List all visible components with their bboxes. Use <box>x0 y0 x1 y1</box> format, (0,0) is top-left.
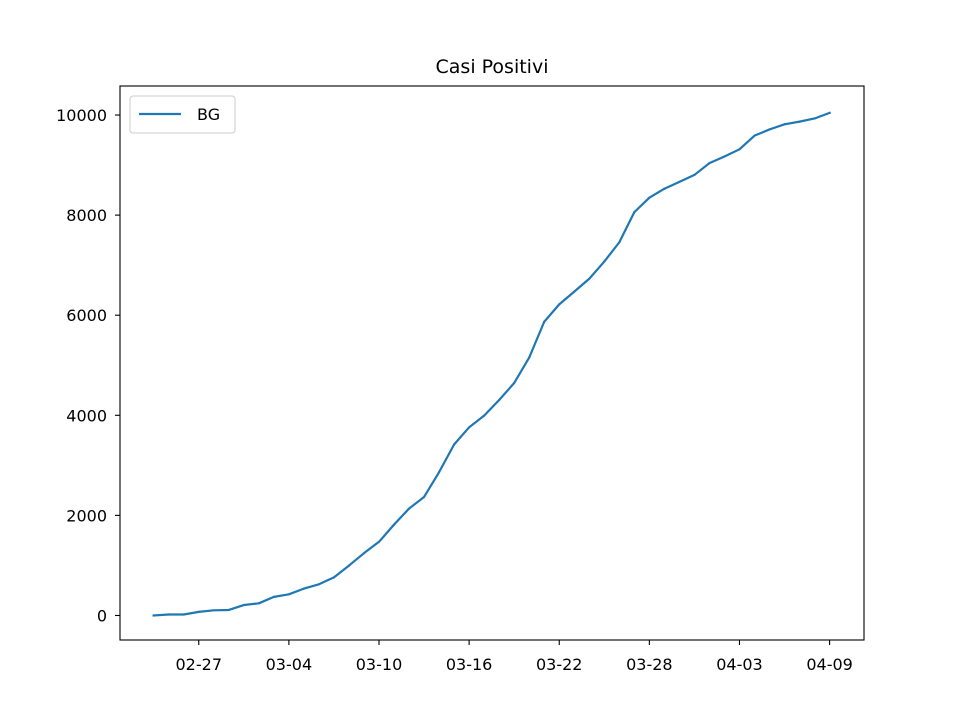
axes: 02-27 03-04 03-10 03-16 03-22 03-28 04-03 04-09… <box>56 85 865 674</box>
data-point <box>738 148 741 151</box>
data-point <box>287 593 290 596</box>
data-point <box>693 173 696 177</box>
x-tick-label: 02-27 <box>176 655 223 674</box>
data-point <box>197 610 200 613</box>
y-tick-label: 6000 <box>66 306 107 325</box>
x-tick-label: 03-22 <box>536 655 583 674</box>
data-point <box>377 540 381 543</box>
data-point <box>783 123 786 126</box>
data-point <box>723 155 726 158</box>
data-point <box>513 381 516 385</box>
data-point <box>798 120 801 123</box>
data-point <box>152 614 155 617</box>
data-point <box>362 552 366 555</box>
legend-box <box>129 95 236 134</box>
data-point <box>437 471 441 474</box>
x-tick-label: 03-16 <box>446 655 493 674</box>
y-tick-label: 2000 <box>66 506 107 525</box>
data-point <box>528 356 531 359</box>
data-point <box>558 303 561 306</box>
data-point <box>543 320 546 323</box>
data-point <box>422 495 426 499</box>
data-point <box>453 443 456 446</box>
data-point <box>242 603 245 607</box>
data-point <box>648 196 651 199</box>
x-tick-label: 04-09 <box>806 655 853 674</box>
legend-label: BG <box>197 105 220 124</box>
data-point <box>753 134 756 137</box>
data-point <box>768 128 771 131</box>
data-point <box>828 111 831 114</box>
x-tick-label: 03-10 <box>356 655 403 674</box>
data-point <box>332 576 336 579</box>
data-point <box>227 608 230 612</box>
data-point <box>468 426 471 429</box>
y-tick-label: 10000 <box>56 106 107 125</box>
y-tick-label: 0 <box>97 606 107 625</box>
plot-area <box>152 111 832 617</box>
data-point <box>618 241 621 244</box>
data-point <box>392 523 396 526</box>
x-tick-label: 04-03 <box>716 655 763 674</box>
data-point <box>678 180 681 183</box>
chart-title: Casi Positivi <box>436 56 549 78</box>
data-point <box>498 398 501 402</box>
data-point <box>167 613 170 616</box>
data-point <box>588 277 591 280</box>
data-point <box>708 162 711 165</box>
series-line-bg <box>152 111 832 617</box>
data-point <box>257 602 260 605</box>
x-tick-label: 03-28 <box>626 655 673 674</box>
data-point <box>212 609 215 612</box>
data-point <box>182 613 185 616</box>
data-point <box>347 564 351 567</box>
data-point <box>603 260 606 263</box>
data-point <box>302 587 305 590</box>
axes-frame <box>119 85 865 641</box>
y-tick-label: 4000 <box>66 406 107 425</box>
data-point <box>633 211 636 214</box>
data-point <box>813 117 816 120</box>
x-tick-label: 03-04 <box>266 655 313 674</box>
data-point <box>573 290 576 293</box>
data-point <box>407 507 411 510</box>
data-point <box>663 187 666 190</box>
data-point <box>483 414 486 417</box>
legend: BG <box>129 95 236 134</box>
data-point <box>272 595 275 598</box>
y-tick-label: 8000 <box>66 206 107 225</box>
data-point <box>317 583 321 586</box>
